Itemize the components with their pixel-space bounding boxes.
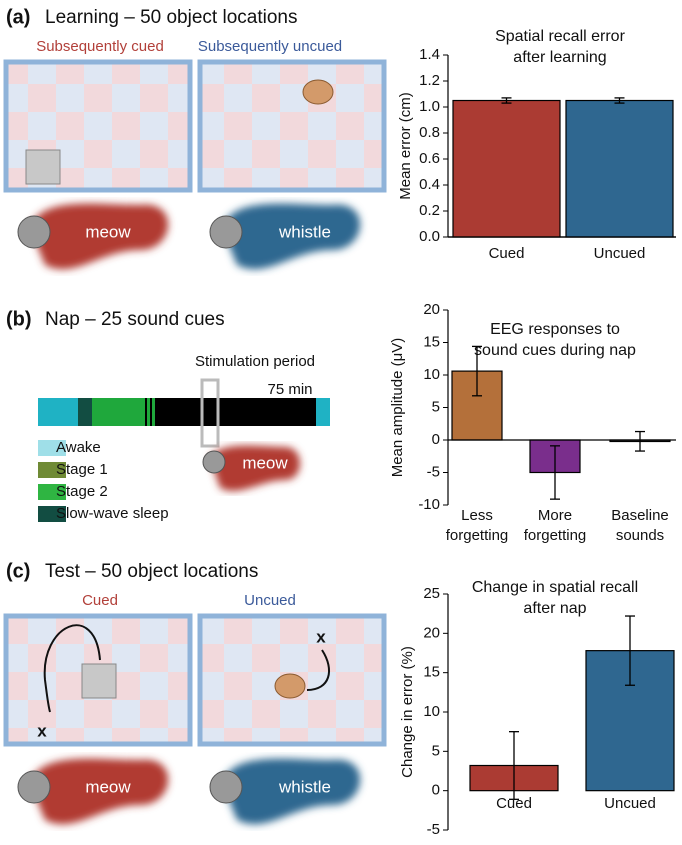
legend-label: Stage 2 (56, 483, 108, 500)
panel-title: Test – 50 object locations (45, 561, 258, 582)
y-tick-label: 0 (432, 431, 440, 448)
chart-title: EEG responses to (490, 321, 620, 338)
panel-title: Learning – 50 object locations (45, 7, 297, 28)
legend-swatch (38, 462, 66, 478)
legend-label: Awake (56, 439, 101, 456)
sound-label: meow (85, 222, 131, 241)
y-tick-label: 10 (423, 703, 440, 720)
x-tick-label: Less (461, 507, 493, 524)
x-tick-label: Baseline (611, 507, 669, 524)
sound-label: whistle (278, 777, 331, 796)
sound-cue: meow (17, 203, 169, 270)
cat-image (81, 663, 117, 699)
y-tick-label: 25 (423, 585, 440, 602)
y-tick-label: 0.0 (419, 228, 440, 245)
chart-title: sound cues during nap (474, 342, 636, 359)
cat-image (25, 149, 61, 185)
sound-cue: whistle (209, 203, 361, 270)
y-tick-label: -5 (427, 821, 440, 838)
arrow (43, 624, 101, 713)
bar (565, 99, 674, 238)
x-tick-label: forgetting (524, 527, 587, 544)
y-axis-label: Mean error (cm) (397, 92, 414, 200)
stim-label: Stimulation period (195, 353, 315, 370)
y-tick-label: -5 (427, 463, 440, 480)
x-tick-label: forgetting (446, 527, 509, 544)
y-tick-label: 1.2 (419, 72, 440, 89)
panel-label: (c) (6, 560, 30, 582)
y-tick-label: 1.0 (419, 98, 440, 115)
arena (197, 59, 387, 193)
bar (452, 99, 561, 238)
duration: 75 min (267, 381, 312, 398)
y-tick-label: 20 (423, 301, 440, 318)
chart-title: Spatial recall error (495, 28, 626, 45)
caption: Subsequently cued (36, 38, 164, 55)
y-tick-label: 0 (432, 782, 440, 799)
legend-label: Slow-wave sleep (56, 505, 169, 522)
y-tick-label: 5 (432, 742, 440, 759)
chart-title: Change in spatial recall (472, 579, 638, 596)
y-tick-label: 15 (423, 333, 440, 350)
caption: Subsequently uncued (198, 38, 342, 55)
chart-title: after learning (513, 49, 606, 66)
sound-cue: meow (202, 445, 300, 492)
y-axis-label: Change in error (%) (399, 646, 416, 778)
legend-swatch (38, 484, 66, 500)
legend-swatch (38, 506, 66, 522)
legend-label: Stage 1 (56, 461, 108, 478)
y-tick-label: 1.4 (419, 46, 440, 63)
y-tick-label: 0.8 (419, 124, 440, 141)
x-tick-label: Uncued (604, 795, 656, 812)
panel-title: Nap – 25 sound cues (45, 309, 225, 330)
chart-title: after nap (523, 600, 586, 617)
sound-cue: whistle (209, 758, 361, 825)
legend-swatch (38, 440, 66, 456)
panel-label: (a) (6, 6, 30, 28)
caption: Cued (82, 592, 118, 609)
sound-label: meow (85, 777, 131, 796)
x-tick-label: More (538, 507, 572, 524)
y-tick-label: 0.6 (419, 150, 440, 167)
x-tick-label: Cued (489, 245, 525, 262)
y-tick-label: -10 (418, 496, 440, 513)
panel-label: (b) (6, 308, 32, 330)
recall-mark: x (316, 627, 326, 646)
sound-cue: meow (17, 758, 169, 825)
x-tick-label: sounds (616, 527, 664, 544)
x-tick-label: Cued (496, 795, 532, 812)
caption: Uncued (244, 592, 296, 609)
kettle-image (302, 79, 334, 105)
arrow (306, 649, 330, 691)
hypnogram (38, 378, 330, 448)
recall-mark: x (37, 721, 47, 740)
y-tick-label: 0.2 (419, 202, 440, 219)
y-axis-label: Mean amplitude (μV) (389, 338, 406, 478)
y-tick-label: 15 (423, 664, 440, 681)
y-tick-label: 10 (423, 366, 440, 383)
y-tick-label: 5 (432, 398, 440, 415)
y-tick-label: 0.4 (419, 176, 440, 193)
sound-label: whistle (278, 222, 331, 241)
kettle-image (274, 673, 306, 699)
x-tick-label: Uncued (594, 245, 646, 262)
sound-label: meow (242, 453, 288, 472)
y-tick-label: 20 (423, 624, 440, 641)
